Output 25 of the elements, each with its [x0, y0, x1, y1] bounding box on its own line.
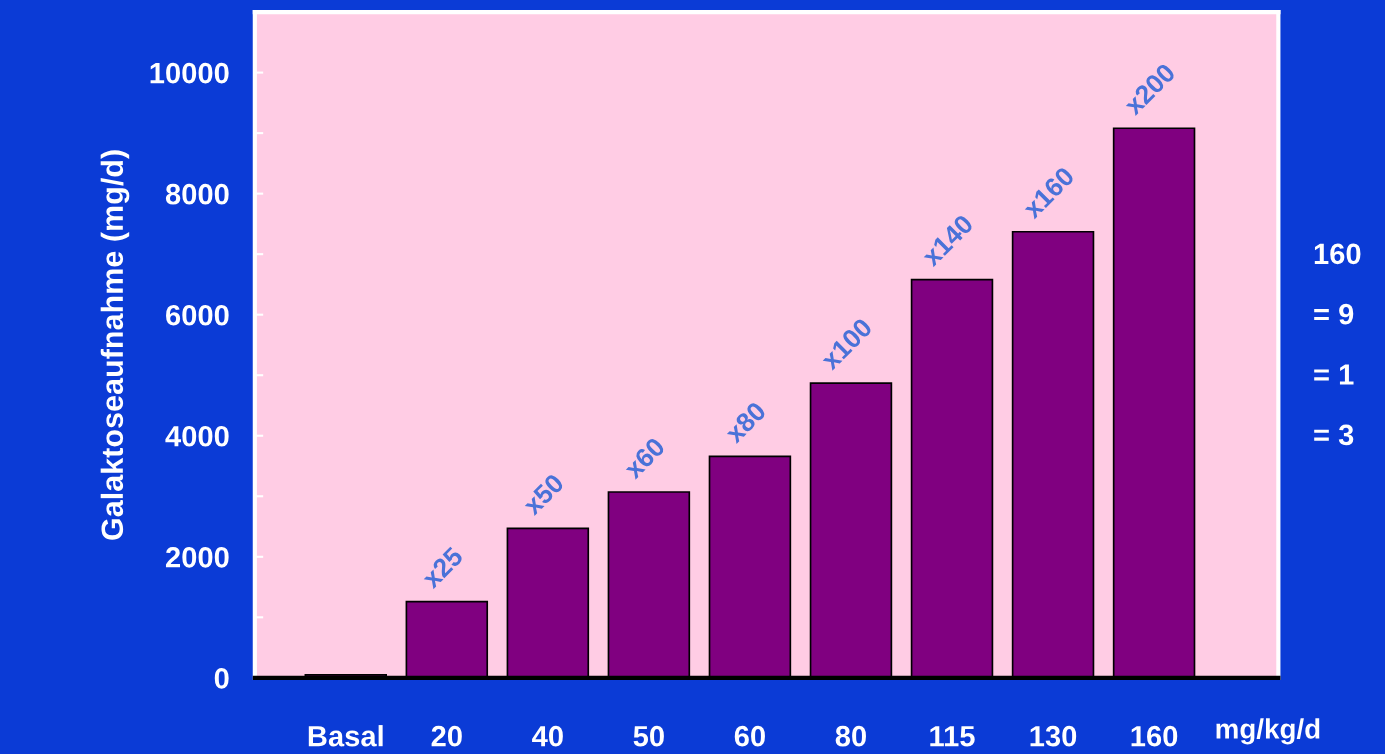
x-tick-label: 60	[734, 725, 765, 747]
x-axis-title: mg/kg/d	[1216, 718, 1320, 745]
x-tick-label: 50	[633, 725, 664, 747]
x-tick-label: 20	[431, 725, 462, 747]
x-tick-label: 130	[1030, 725, 1077, 747]
y-axis-title: Galaktoseaufnahme (mg/d)	[100, 150, 130, 540]
text: = 9	[1314, 303, 1354, 325]
text: = 1	[1314, 364, 1354, 385]
data-label: x50	[521, 472, 565, 517]
data-label: x60	[622, 436, 666, 480]
text: 160	[1314, 243, 1361, 265]
y-tick-label: 4000	[165, 425, 229, 447]
x-tick-label: 115	[930, 726, 975, 747]
y-tick-label: 8000	[165, 183, 229, 205]
y-tick-label: 0	[214, 668, 229, 689]
x-tick-label: Basal	[308, 725, 383, 747]
data-label: x25	[420, 545, 465, 590]
y-tick-label: 6000	[166, 304, 229, 326]
data-label: x80	[723, 400, 767, 445]
text: = 3	[1314, 424, 1354, 446]
x-tick-label: 40	[532, 725, 563, 747]
y-tick-label: 10000	[150, 62, 229, 84]
x-tick-label: 80	[835, 725, 866, 747]
y-tick-label: 2000	[165, 547, 229, 568]
x-tick-label: 160	[1131, 725, 1178, 747]
